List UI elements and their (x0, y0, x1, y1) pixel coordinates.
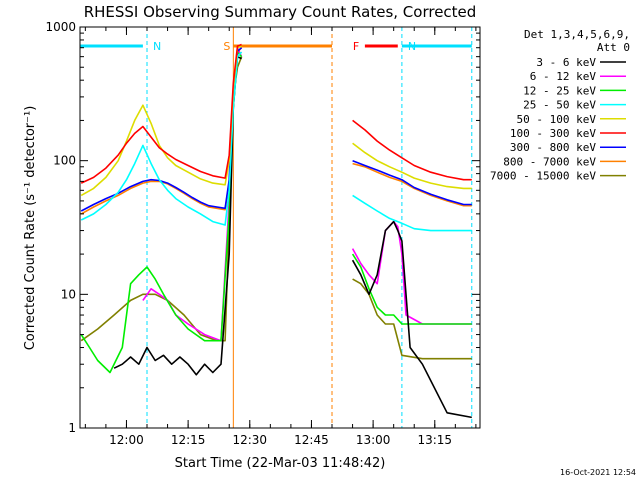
y-axis-label: Corrected Count Rate (s⁻¹ detector⁻¹) (23, 106, 38, 351)
x-tick-label: 12:15 (171, 433, 206, 447)
series-line-800-7000keV (352, 162, 472, 207)
y-tick-label: 1000 (45, 20, 76, 34)
series-line-12-25keV (351, 253, 472, 325)
plot-area: N NS F (79, 26, 481, 429)
series-layer (80, 43, 472, 419)
series-line-300-800keV (80, 47, 243, 212)
y-tick-label: 10 (61, 287, 76, 301)
legend-entry-label: 3 - 6 keV (536, 56, 596, 69)
x-tick-label: 12:45 (294, 433, 329, 447)
x-axis-label: Start Time (22-Mar-03 11:48:42) (175, 456, 386, 471)
x-tick-label: 13:15 (417, 433, 452, 447)
legend-entry-label: 12 - 25 keV (523, 84, 596, 97)
legend-entry-label: 6 - 12 keV (530, 70, 597, 83)
series-line-800-7000keV (80, 47, 243, 215)
legend-entry-label: 800 - 7000 keV (503, 155, 596, 168)
x-tick-label: 12:00 (109, 433, 144, 447)
x-axis: 12:00 12:15 12:30 12:45 13:00 13:15 (84, 27, 477, 447)
series-line-25-50keV (352, 194, 472, 232)
y-tick-label: 100 (53, 154, 76, 168)
legend-entry-label: 7000 - 15000 keV (490, 170, 596, 183)
chart-title: RHESSI Observing Summary Count Rates, Co… (84, 3, 477, 21)
series-line-50-100keV (352, 142, 472, 190)
legend-entry-label: 300 - 800 keV (510, 141, 596, 154)
x-tick-label: 12:30 (232, 433, 267, 447)
legend-header-line-1: Det 1,3,4,5,6,9, (524, 28, 630, 41)
annotation-label-F: F (353, 40, 359, 53)
legend-header-line-2: Att 0 (597, 41, 630, 54)
series-line-100-300keV (352, 119, 472, 181)
legend-entry-label: 50 - 100 keV (517, 113, 597, 126)
y-axis: 1 10 100 1000 (45, 20, 480, 435)
series-line-100-300keV (80, 43, 242, 184)
series-line-25-50keV (80, 51, 243, 226)
series-line-3-6keV (351, 220, 472, 419)
series-line-7000-15000keV (352, 278, 472, 360)
series-line-12-25keV (80, 51, 243, 374)
series-line-300-800keV (352, 159, 472, 206)
plot-frame (79, 26, 481, 429)
annotation-label-N: N (408, 40, 416, 53)
series-line-6-12keV (351, 220, 472, 325)
y-tick-label: 1 (68, 421, 76, 435)
legend-entry-label: 100 - 300 keV (510, 127, 596, 140)
generation-timestamp: 16-Oct-2021 12:54 (560, 468, 636, 477)
annotation-label-N: N (153, 40, 161, 53)
series-line-3-6keV (113, 55, 242, 376)
x-tick-label: 13:00 (356, 433, 391, 447)
series-line-50-100keV (80, 45, 242, 197)
legend-entry-label: 25 - 50 keV (523, 99, 596, 112)
annotation-label-S: S (223, 40, 230, 53)
